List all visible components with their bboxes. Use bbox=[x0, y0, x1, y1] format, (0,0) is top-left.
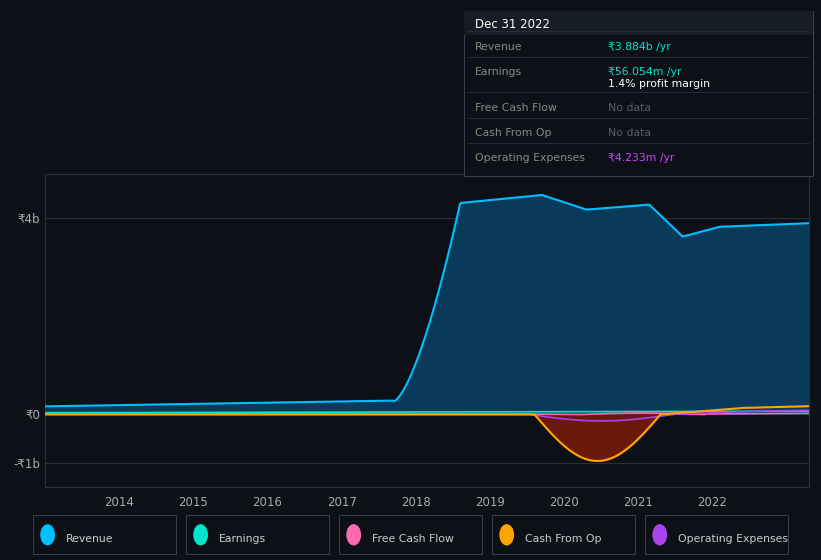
Text: ₹3.884b /yr: ₹3.884b /yr bbox=[608, 41, 670, 52]
Text: Cash From Op: Cash From Op bbox=[475, 128, 551, 138]
Text: Operating Expenses: Operating Expenses bbox=[475, 153, 585, 164]
Text: Revenue: Revenue bbox=[475, 41, 522, 52]
Text: No data: No data bbox=[608, 102, 650, 113]
Text: Earnings: Earnings bbox=[218, 534, 266, 544]
Text: Revenue: Revenue bbox=[66, 534, 113, 544]
Text: ₹56.054m /yr: ₹56.054m /yr bbox=[608, 67, 681, 77]
Text: Dec 31 2022: Dec 31 2022 bbox=[475, 18, 549, 31]
Text: Free Cash Flow: Free Cash Flow bbox=[475, 102, 557, 113]
Text: Operating Expenses: Operating Expenses bbox=[678, 534, 788, 544]
Text: No data: No data bbox=[608, 128, 650, 138]
Text: Cash From Op: Cash From Op bbox=[525, 534, 601, 544]
Text: 1.4% profit margin: 1.4% profit margin bbox=[608, 79, 709, 89]
Text: Earnings: Earnings bbox=[475, 67, 521, 77]
Text: ₹4.233m /yr: ₹4.233m /yr bbox=[608, 153, 674, 164]
Text: Free Cash Flow: Free Cash Flow bbox=[372, 534, 454, 544]
